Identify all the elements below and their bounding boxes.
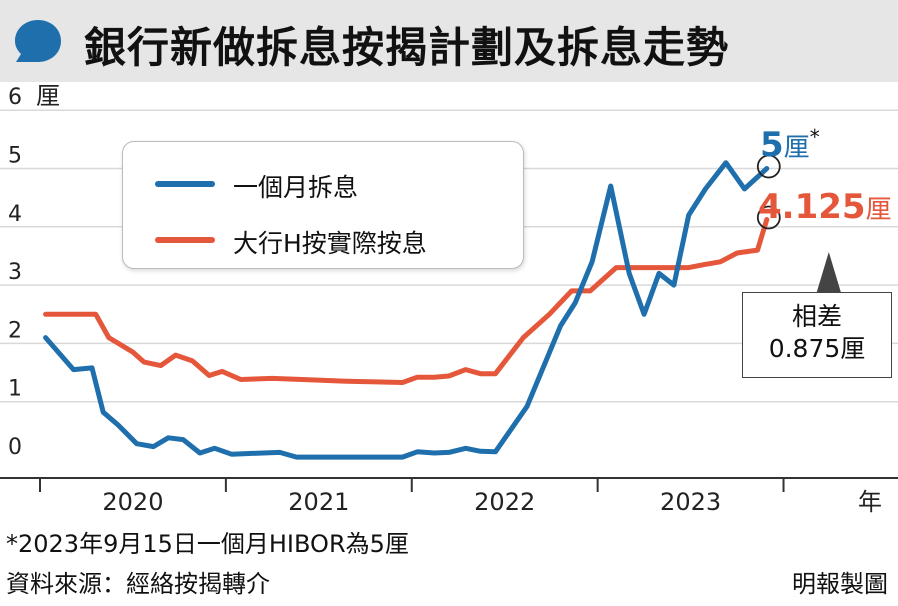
hibor-end-unit: 厘 bbox=[783, 133, 810, 163]
y-tick-label-2: 2 bbox=[8, 318, 22, 343]
end-markers bbox=[756, 154, 841, 292]
series-line-1 bbox=[43, 217, 770, 385]
y-tick-label-5: 5 bbox=[8, 144, 22, 169]
x-unit-label: 年 bbox=[858, 488, 882, 516]
footnote: *2023年9月15日一個月HIBOR為5厘 bbox=[6, 530, 409, 558]
credit: 明報製圖 bbox=[792, 570, 888, 598]
y-unit-label: 厘 bbox=[36, 82, 60, 110]
mortgage-end-value: 4.125 bbox=[758, 187, 866, 227]
legend-item-hibor: 一個月拆息 bbox=[123, 164, 523, 204]
hibor-end-star: * bbox=[809, 125, 820, 149]
x-tick-label-2023: 2023 bbox=[660, 488, 721, 516]
hibor-end-label: 5厘* bbox=[760, 125, 820, 165]
speech-bubble-icon bbox=[15, 20, 61, 62]
difference-callout: 相差 0.875厘 bbox=[742, 292, 892, 378]
page-title: 銀行新做拆息按揭計劃及拆息走勢 bbox=[84, 23, 730, 72]
callout-pointer bbox=[816, 252, 841, 292]
legend-swatch-red bbox=[155, 237, 215, 243]
series-lines bbox=[43, 160, 770, 460]
x-tick-label-2021: 2021 bbox=[288, 488, 349, 516]
end-circle-0 bbox=[756, 154, 781, 179]
end-circle-1 bbox=[756, 205, 781, 230]
legend: 一個月拆息 大行H按實際按息 bbox=[122, 141, 524, 269]
legend-item-mortgage: 大行H按實際按息 bbox=[123, 220, 523, 260]
difference-value: 0.875厘 bbox=[768, 334, 866, 363]
x-tick-label-2022: 2022 bbox=[474, 488, 535, 516]
difference-label: 相差 bbox=[791, 302, 842, 331]
legend-label-mortgage: 大行H按實際按息 bbox=[233, 229, 427, 258]
series-line-0 bbox=[43, 160, 770, 460]
y-tick-label-0: 0 bbox=[8, 435, 22, 460]
x-tick-label-2020: 2020 bbox=[102, 488, 163, 516]
y-tick-label-4: 4 bbox=[8, 202, 22, 227]
mortgage-end-label: 4.125厘 bbox=[758, 187, 892, 227]
title-bar: 銀行新做拆息按揭計劃及拆息走勢 bbox=[0, 0, 898, 82]
y-tick-label-3: 3 bbox=[8, 260, 22, 285]
mortgage-end-unit: 厘 bbox=[865, 195, 892, 225]
y-tick-label-6: 6 bbox=[8, 85, 22, 110]
y-tick-label-1: 1 bbox=[8, 377, 22, 402]
hibor-end-value: 5 bbox=[760, 125, 784, 165]
legend-label-hibor: 一個月拆息 bbox=[233, 173, 359, 202]
axes bbox=[0, 477, 898, 492]
source-note: 資料來源：經絡按揭轉介 bbox=[6, 570, 270, 598]
legend-swatch-blue bbox=[155, 181, 215, 187]
